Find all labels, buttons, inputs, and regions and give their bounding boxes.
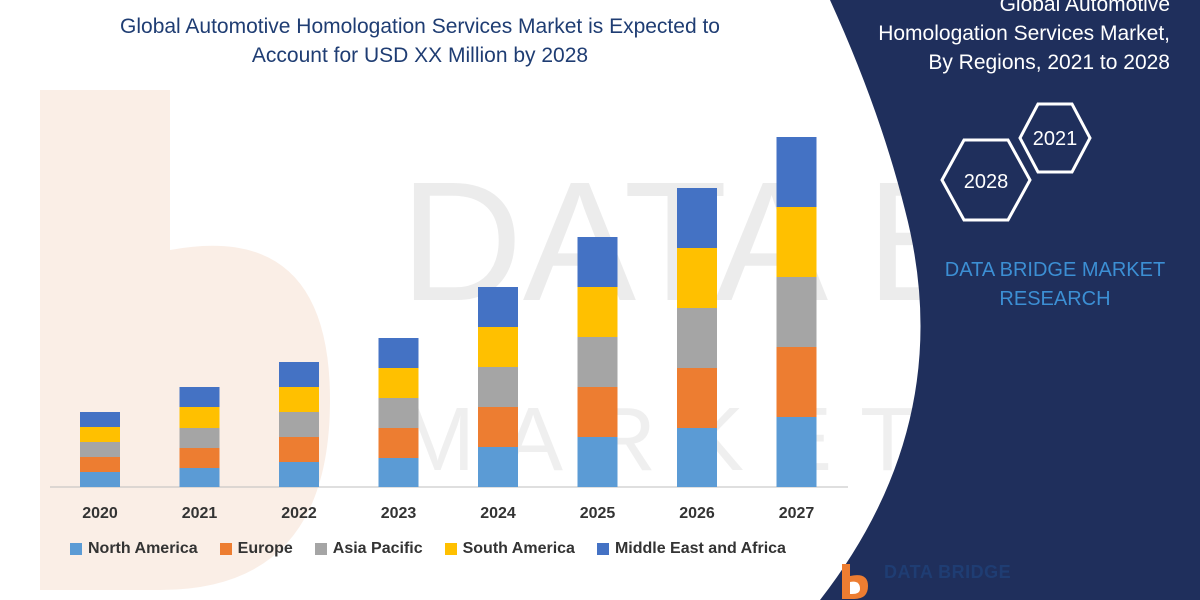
bar-segment-2024-middle-east-and-africa [478, 287, 518, 327]
x-tick-label-2024: 2024 [480, 505, 516, 522]
bar-segment-2023-north-america [378, 458, 419, 487]
x-tick-label-2021: 2021 [182, 505, 218, 522]
bar-segment-2024-south-america [478, 327, 518, 367]
x-tick-label-2027: 2027 [779, 505, 815, 522]
bar-segment-2027-middle-east-and-africa [776, 137, 817, 207]
chart-title-line-2: Account for USD XX Million by 2028 [251, 44, 589, 67]
bar-segment-2027-north-america [776, 417, 817, 487]
legend-label: Europe [237, 540, 293, 557]
bar-segment-2021-south-america [179, 407, 220, 428]
legend-label: Middle East and Africa [614, 540, 786, 557]
legend-label: South America [462, 540, 575, 557]
footer-logo: DATA BRIDGE [838, 562, 1011, 600]
legend-item-south-america: South America [444, 540, 575, 558]
bar-segment-2021-asia-pacific [179, 428, 220, 448]
legend-label: Asia Pacific [332, 540, 423, 557]
bar-segment-2024-europe [478, 407, 518, 447]
bar-segment-2022-middle-east-and-africa [279, 362, 319, 387]
bar-segment-2020-europe [80, 457, 120, 472]
bar-segment-2022-south-america [279, 387, 319, 412]
hex-year-2021: 2021 [1033, 128, 1078, 150]
bar-segment-2023-middle-east-and-africa [378, 338, 419, 368]
hexagon-2021-badge: 2021 [1018, 102, 1092, 174]
legend-item-middle-east-and-africa: Middle East and Africa [596, 540, 786, 558]
bar-segment-2027-asia-pacific [776, 277, 817, 347]
bar-segment-2025-north-america [577, 437, 618, 487]
brand-line-2: RESEARCH [999, 288, 1111, 310]
bar-segment-2024-north-america [478, 447, 518, 487]
bar-segment-2025-middle-east-and-africa [577, 237, 618, 287]
footer-logo-text: DATA BRIDGE [884, 562, 1012, 582]
side-panel-title: Global Automotive Homologation Services … [830, 0, 1170, 77]
bar-segment-2020-asia-pacific [80, 442, 120, 457]
legend-item-asia-pacific: Asia Pacific [314, 540, 423, 558]
bar-segment-2026-asia-pacific [677, 308, 717, 368]
x-tick-label-2023: 2023 [381, 505, 417, 522]
bar-segment-2021-middle-east-and-africa [179, 387, 220, 407]
chart-title-line-1: Global Automotive Homologation Services … [120, 15, 720, 38]
bar-segment-2027-europe [776, 347, 817, 417]
bar-segment-2023-europe [378, 428, 419, 458]
bar-segment-2020-south-america [80, 427, 120, 442]
side-title-line-3: By Regions, 2021 to 2028 [928, 51, 1170, 74]
legend-item-europe: Europe [219, 540, 293, 558]
x-tick-label-2026: 2026 [679, 505, 715, 522]
bar-segment-2022-asia-pacific [279, 412, 319, 437]
bar-segment-2026-south-america [677, 248, 717, 308]
bar-segment-2025-asia-pacific [577, 337, 618, 387]
legend-swatch [314, 543, 327, 555]
bar-segment-2023-asia-pacific [378, 398, 419, 428]
legend-swatch [444, 543, 457, 555]
chart-legend: North America Europe Asia Pacific South Ame… [70, 540, 786, 558]
x-tick-label-2025: 2025 [580, 505, 616, 522]
brand-name: DATA BRIDGE MARKET RESEARCH [925, 256, 1185, 314]
bar-segment-2023-south-america [378, 368, 419, 398]
brand-line-1: DATA BRIDGE MARKET [944, 259, 1166, 281]
bar-segment-2027-south-america [776, 207, 817, 277]
logo-icon [842, 564, 868, 599]
chart-title: Global Automotive Homologation Services … [60, 12, 780, 70]
bar-segment-2025-europe [577, 387, 618, 437]
hex-year-2028: 2028 [964, 171, 1009, 193]
legend-swatch [70, 543, 82, 555]
bar-segment-2020-middle-east-and-africa [80, 412, 120, 427]
bar-segment-2026-north-america [677, 428, 717, 487]
legend-swatch [219, 543, 232, 555]
bar-segment-2020-north-america [80, 472, 120, 487]
side-title-line-2: Homologation Services Market, [878, 22, 1170, 45]
hexagon-2028-badge: 2028 [940, 138, 1032, 222]
x-tick-label-2022: 2022 [281, 505, 317, 522]
legend-swatch [596, 543, 609, 555]
bar-segment-2021-north-america [179, 468, 220, 487]
x-tick-label-2020: 2020 [82, 505, 118, 522]
bar-segment-2024-asia-pacific [478, 367, 518, 407]
bar-segment-2021-europe [179, 448, 220, 468]
bar-segment-2026-europe [677, 368, 717, 428]
legend-item-north-america: North America [70, 540, 198, 558]
bar-segment-2022-europe [279, 437, 319, 462]
bar-segment-2025-south-america [577, 287, 618, 337]
side-title-line-1: Global Automotive [999, 0, 1170, 16]
bar-segment-2022-north-america [279, 462, 319, 487]
bar-segment-2026-middle-east-and-africa [677, 188, 717, 248]
legend-label: North America [88, 540, 198, 557]
